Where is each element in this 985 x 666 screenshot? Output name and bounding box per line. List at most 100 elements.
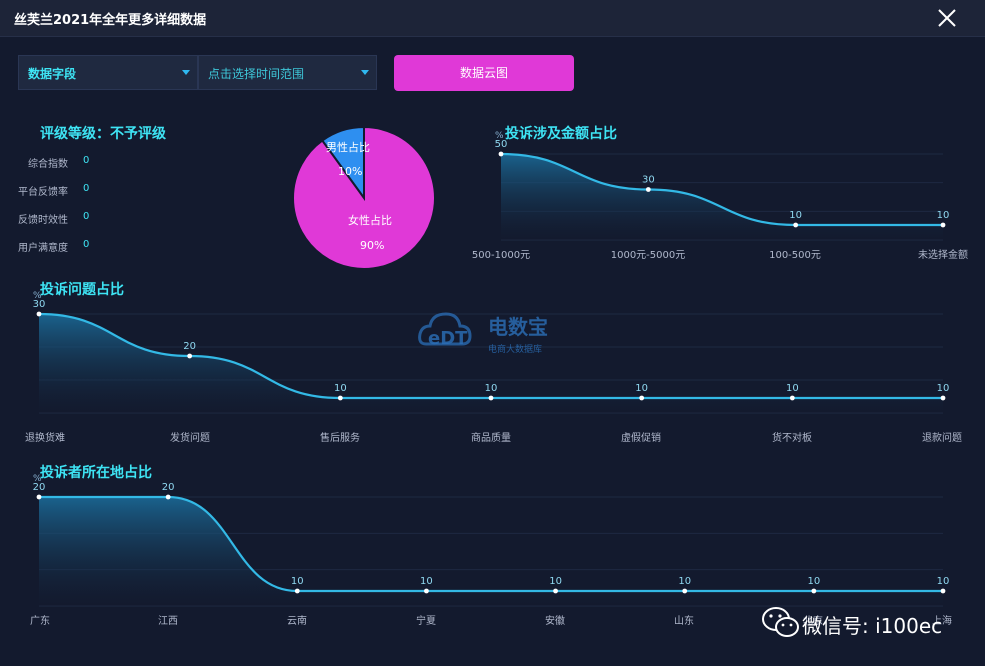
- wechat-icon: [762, 607, 799, 637]
- category-label: 退款问题: [922, 431, 962, 444]
- wechat-id-text: 微信号: i100ec: [802, 614, 943, 638]
- data-label: 10: [937, 383, 950, 394]
- data-point[interactable]: [424, 588, 429, 594]
- watermark-tagline: 电商大数据库: [488, 343, 542, 355]
- category-label: 山东: [674, 614, 694, 627]
- category-label: 500-1000元: [472, 250, 530, 261]
- pie-slice-percent: 10%: [338, 165, 362, 178]
- data-label: 30: [33, 299, 46, 310]
- category-label: 退换货难: [25, 431, 65, 444]
- metric-value: 0: [83, 211, 90, 222]
- data-point[interactable]: [498, 151, 504, 157]
- metric-value: 0: [83, 155, 90, 166]
- data-label: 20: [162, 482, 175, 493]
- wechat-watermark: 微信号: i100ec: [762, 604, 962, 642]
- data-point[interactable]: [789, 395, 795, 401]
- metric-label: 用户满意度: [18, 243, 68, 254]
- gender-pie-chart: 男性占比 10% 女性占比 90%: [292, 125, 436, 270]
- data-point[interactable]: [294, 588, 300, 594]
- category-label: 未选择金额: [918, 248, 968, 261]
- category-label: 售后服务: [320, 431, 360, 444]
- category-label: 虚假促销: [621, 431, 661, 444]
- chevron-down-icon: [182, 70, 190, 75]
- close-icon[interactable]: [936, 7, 958, 29]
- data-label: 10: [334, 383, 347, 394]
- data-point[interactable]: [553, 588, 558, 594]
- data-label: 20: [183, 341, 196, 352]
- data-label: 30: [642, 175, 655, 186]
- category-label: 1000元-5000元: [611, 250, 686, 261]
- data-point[interactable]: [165, 494, 171, 500]
- series-line: [500, 152, 943, 227]
- window-title: 丝芙兰2021年全年更多详细数据: [14, 13, 207, 28]
- data-cloud-button[interactable]: 数据云图: [394, 55, 574, 91]
- data-label: 10: [291, 576, 304, 587]
- data-label: 10: [678, 576, 691, 587]
- time-range-select[interactable]: 点击选择时间范围: [198, 55, 377, 90]
- data-point[interactable]: [645, 187, 651, 192]
- category-label: 江西: [158, 615, 178, 627]
- data-point[interactable]: [488, 395, 494, 401]
- area-fill: [39, 497, 943, 606]
- pie-slice-percent: 90%: [360, 239, 384, 252]
- data-label: 20: [33, 482, 46, 493]
- watermark-name: 电数宝: [488, 315, 548, 339]
- time-range-placeholder: 点击选择时间范围: [208, 67, 305, 81]
- amount-chart-title: 投诉涉及金额占比: [505, 126, 617, 142]
- data-point[interactable]: [811, 588, 817, 594]
- y-axis-mark: %: [33, 474, 42, 484]
- title-bar: 丝芙兰2021年全年更多详细数据: [0, 0, 985, 37]
- y-axis-mark: %: [495, 131, 504, 141]
- metric-label: 综合指数: [28, 159, 68, 170]
- category-label: 货不对板: [772, 431, 812, 444]
- category-label: 安徽: [545, 614, 565, 627]
- data-point[interactable]: [940, 588, 946, 594]
- pie-slice-label: 女性占比: [348, 213, 392, 227]
- metric-value: 0: [83, 239, 90, 250]
- data-point[interactable]: [639, 395, 645, 401]
- category-label: 云南: [287, 614, 307, 627]
- rating-title: 评级等级：不予评级: [40, 126, 166, 142]
- category-label: 商品质量: [471, 431, 511, 444]
- data-point[interactable]: [187, 353, 193, 359]
- data-label: 10: [635, 383, 648, 394]
- area-fill: [39, 314, 943, 413]
- area-fill: [501, 154, 943, 240]
- location-chart-title: 投诉者所在地占比: [40, 465, 152, 481]
- data-point[interactable]: [36, 311, 42, 317]
- edt-watermark-logo: eDT 电数宝 电商大数据库: [418, 312, 548, 355]
- data-label: 10: [789, 210, 802, 221]
- data-label: 10: [420, 576, 433, 587]
- chevron-down-icon: [361, 70, 369, 75]
- metric-label: 平台反馈率: [18, 187, 68, 198]
- data-label: 10: [786, 383, 799, 394]
- data-point[interactable]: [940, 222, 946, 228]
- data-point[interactable]: [337, 395, 343, 401]
- category-label: 上海: [932, 614, 952, 627]
- pie-slice[interactable]: [292, 125, 436, 270]
- category-label: 发货问题: [170, 431, 210, 444]
- issue-chart-title: 投诉问题占比: [40, 282, 124, 298]
- data-label: 10: [937, 210, 950, 221]
- data-label: 50: [495, 139, 508, 150]
- category-label: 宁夏: [416, 614, 436, 627]
- metric-value: 0: [83, 183, 90, 194]
- data-point[interactable]: [36, 494, 42, 500]
- category-label: 广东: [30, 614, 50, 627]
- data-label: 10: [807, 576, 820, 587]
- field-select[interactable]: 数据字段: [18, 55, 198, 90]
- watermark-logo-text: eDT: [428, 328, 468, 349]
- category-label: 北京: [803, 614, 823, 627]
- y-axis-mark: %: [33, 291, 42, 301]
- data-point[interactable]: [682, 588, 688, 594]
- pie-slice-label: 男性占比: [326, 140, 370, 154]
- data-label: 10: [937, 576, 950, 587]
- series-line: [39, 495, 943, 593]
- data-label: 10: [485, 383, 498, 394]
- data-point[interactable]: [940, 395, 946, 401]
- metric-label: 反馈时效性: [18, 215, 68, 226]
- category-label: 100-500元: [769, 250, 821, 261]
- field-select-value: 数据字段: [28, 67, 77, 81]
- data-point[interactable]: [793, 222, 799, 228]
